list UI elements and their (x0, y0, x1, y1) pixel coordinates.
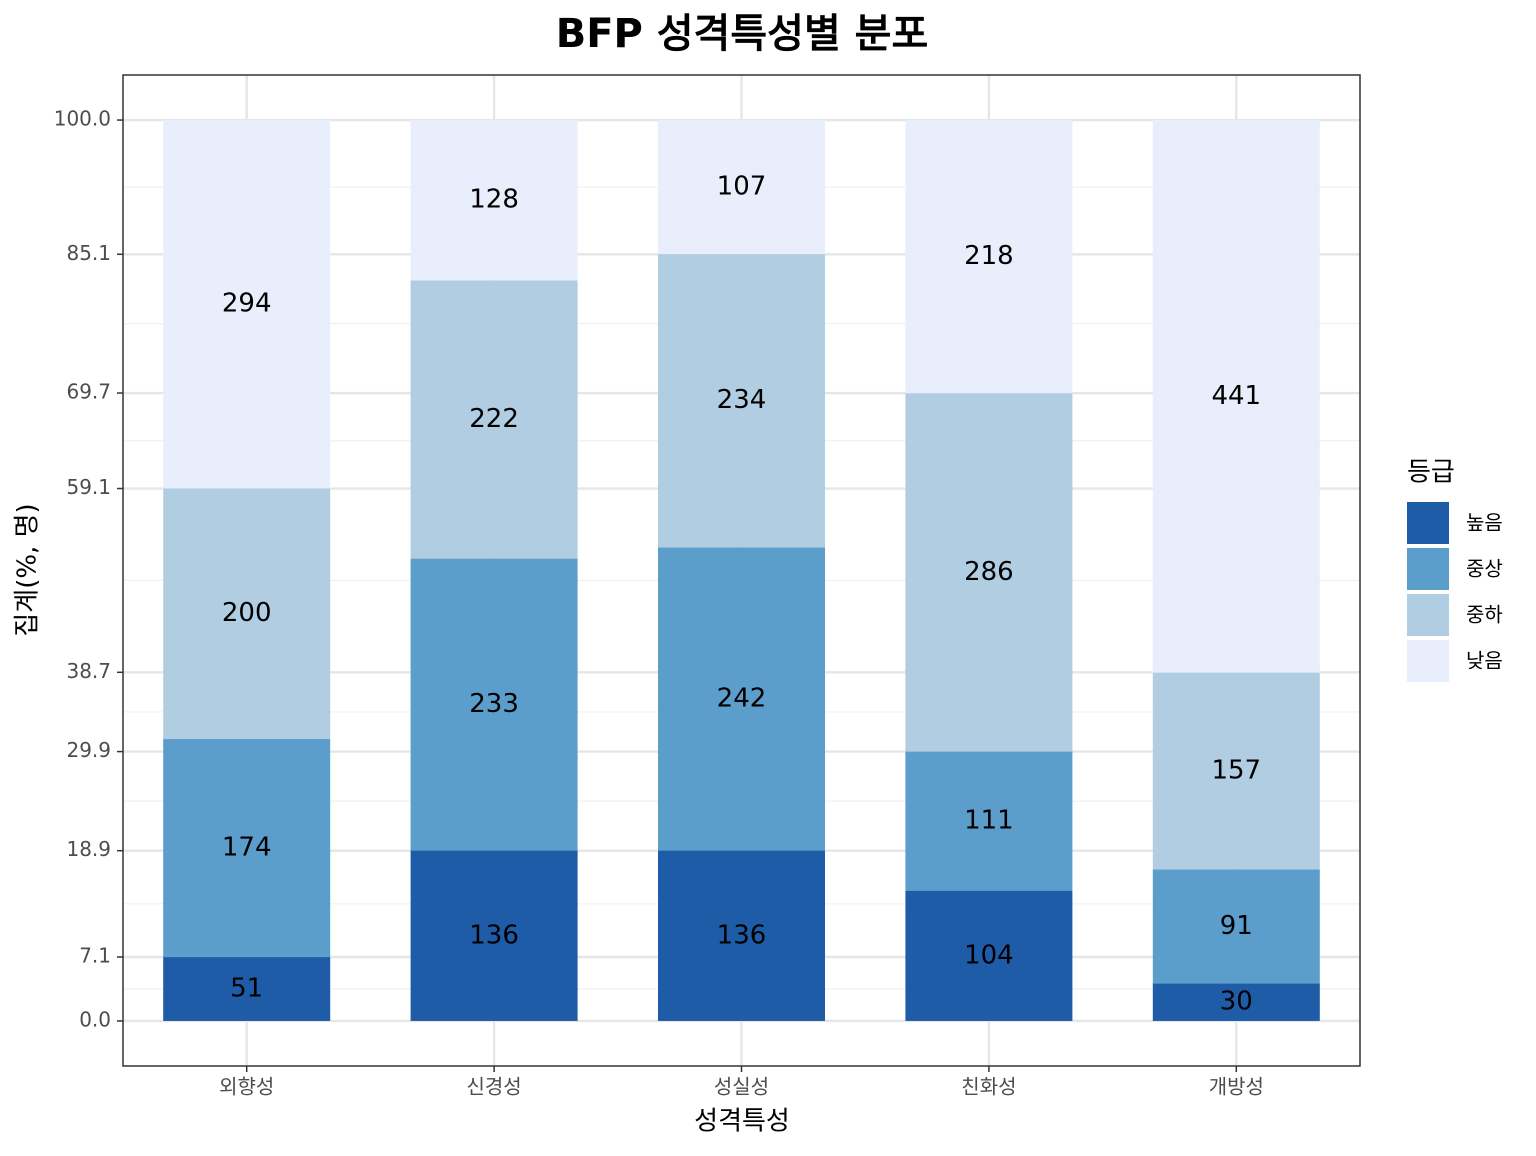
bar-segment (905, 751, 1073, 891)
legend-swatch (1407, 640, 1449, 682)
data-label: 441 (1211, 381, 1261, 411)
bar-segment (658, 547, 825, 851)
bar-segment (410, 850, 578, 1021)
bar-segment (905, 120, 1073, 394)
legend-title: 등급 (1407, 458, 1455, 488)
bar-segment (410, 280, 578, 559)
x-tick-label: 개방성 (1209, 1075, 1264, 1099)
data-label: 200 (222, 598, 272, 628)
data-label: 30 (1220, 987, 1253, 1017)
bar-segment (410, 120, 578, 281)
bar-segment (163, 957, 331, 1021)
data-label: 107 (717, 172, 767, 202)
bar-segment (905, 393, 1073, 752)
y-tick-label: 100.0 (54, 107, 111, 131)
data-label: 51 (230, 974, 263, 1004)
data-label: 128 (469, 185, 519, 215)
data-label: 104 (964, 940, 1014, 970)
y-tick-label: 85.1 (66, 241, 111, 265)
x-tick-label: 성실성 (714, 1075, 769, 1099)
data-label: 233 (469, 689, 519, 719)
x-tick-label: 친화성 (961, 1075, 1016, 1099)
bar-segment (905, 890, 1073, 1021)
legend-label: 중하 (1466, 603, 1503, 627)
legend-label: 중상 (1466, 557, 1503, 581)
legend-swatch (1407, 548, 1449, 590)
x-axis-label: 성격특성 (694, 1107, 790, 1137)
x-tick-label: 외향성 (219, 1075, 274, 1099)
data-label: 91 (1220, 911, 1253, 941)
y-tick-label: 38.7 (66, 659, 111, 683)
data-label: 234 (717, 385, 767, 415)
bar-segment (1152, 672, 1320, 870)
bar-segment (658, 254, 825, 548)
bar-segment (658, 850, 825, 1021)
bar-segment (163, 739, 331, 958)
bar-segment (410, 558, 578, 851)
legend-swatch (1407, 502, 1449, 544)
data-label: 157 (1211, 755, 1261, 785)
bar-segment (1152, 869, 1320, 984)
data-label: 136 (717, 920, 767, 950)
data-label: 218 (964, 241, 1014, 271)
bar-segment (1152, 983, 1320, 1021)
data-label: 111 (964, 806, 1014, 836)
bar-segment (1152, 120, 1320, 673)
legend-label: 낮음 (1466, 649, 1503, 673)
y-tick-label: 29.9 (66, 738, 111, 762)
y-tick-label: 59.1 (66, 475, 111, 499)
y-tick-label: 69.7 (66, 380, 111, 404)
data-label: 286 (964, 557, 1014, 587)
y-axis-label: 집계(%, 명) (13, 503, 43, 636)
x-tick-label: 신경성 (466, 1075, 521, 1099)
data-label: 294 (222, 289, 272, 319)
y-tick-label: 0.0 (79, 1007, 111, 1031)
legend-swatch (1407, 594, 1449, 636)
data-label: 174 (222, 833, 272, 863)
bar-segment (658, 120, 825, 255)
data-label: 222 (469, 404, 519, 434)
bar-segment (163, 120, 331, 489)
data-label: 136 (469, 920, 519, 950)
data-label: 242 (717, 683, 767, 713)
bar-segment (163, 488, 331, 740)
y-tick-label: 18.9 (66, 837, 111, 861)
chart-title: BFP 성격특성별 분포 (556, 11, 929, 57)
legend-label: 높음 (1466, 511, 1503, 535)
panel-border (122, 74, 1361, 1067)
y-tick-label: 7.1 (79, 943, 111, 967)
